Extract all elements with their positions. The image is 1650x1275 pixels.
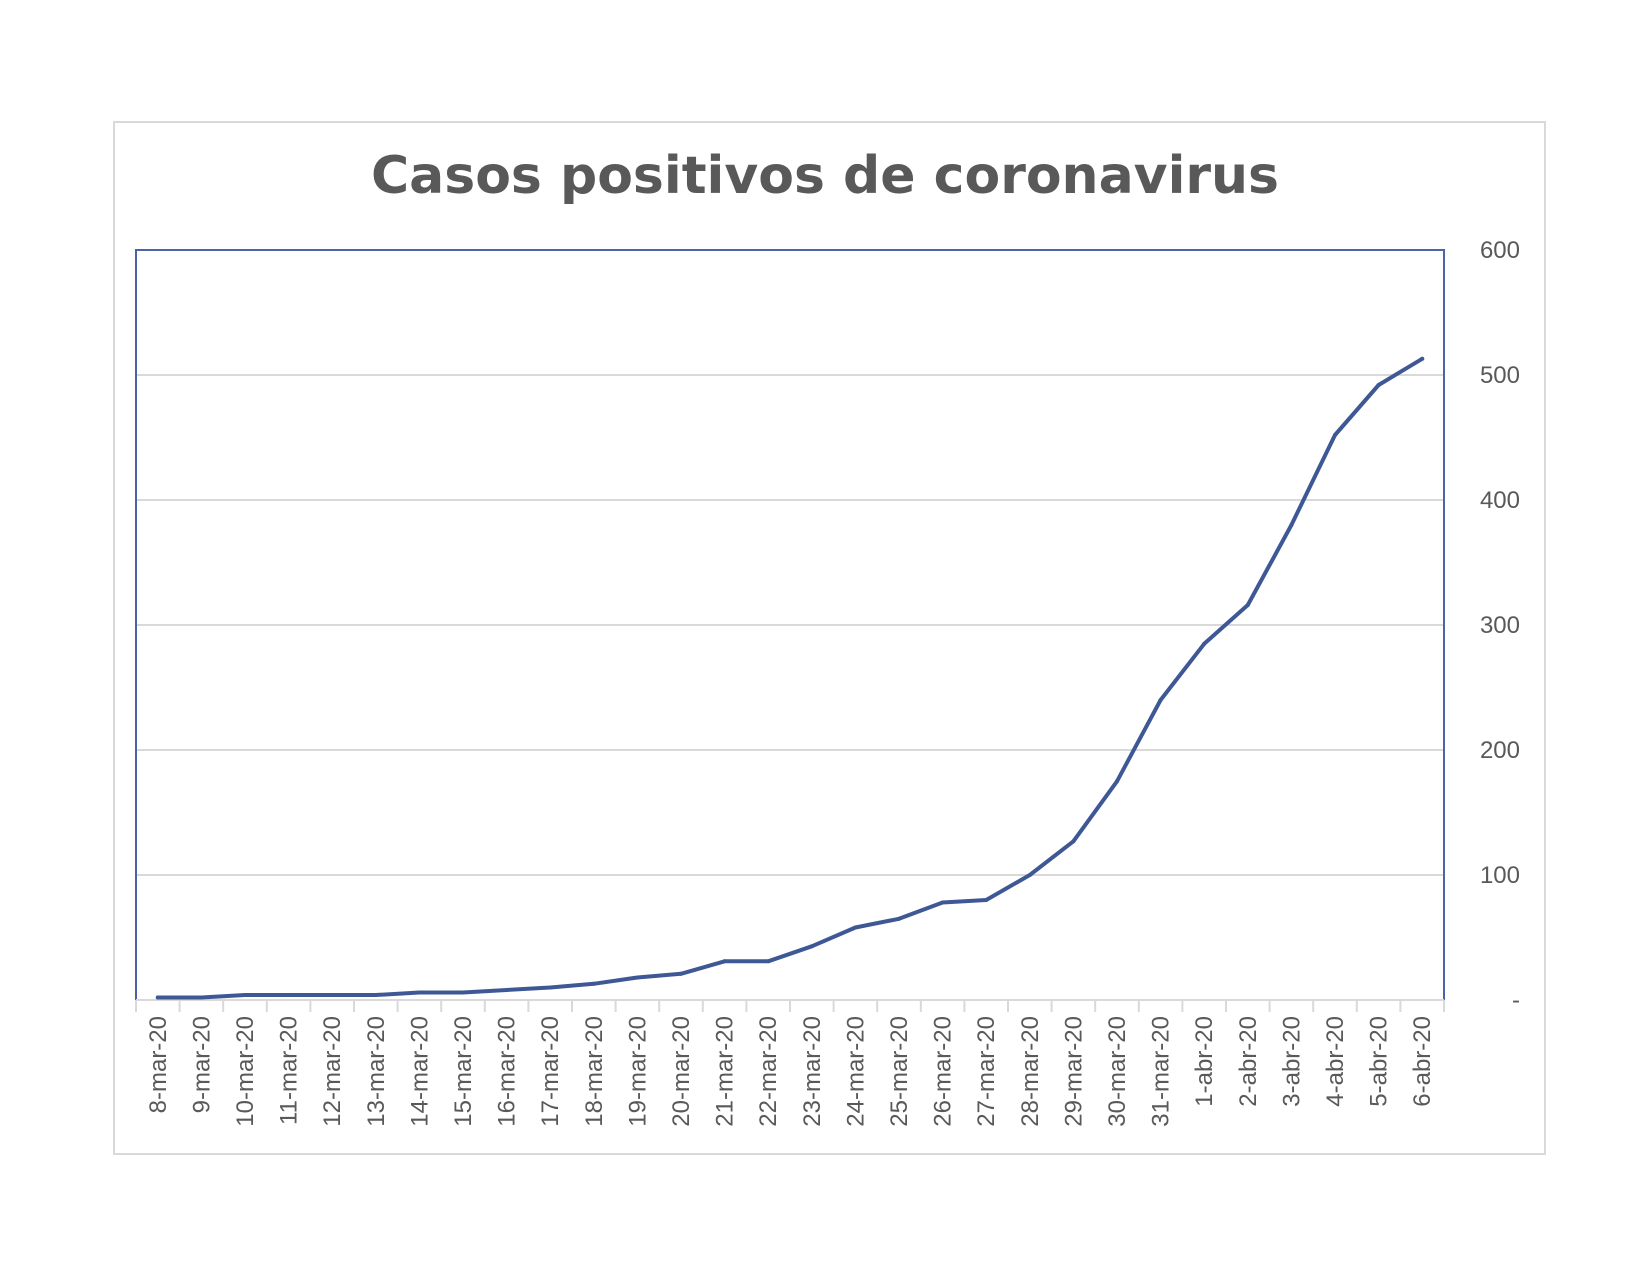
data-point [1115,779,1119,784]
data-point [155,995,160,1000]
y-tick-label: 200 [1480,737,1520,764]
data-point [940,900,945,905]
data-point [1333,433,1337,437]
data-point [1202,641,1207,646]
x-tick-label: 1-abr-20 [1191,1016,1218,1107]
y-tick-label: 400 [1480,487,1520,514]
y-tick-label: 600 [1480,237,1520,264]
x-tick-label: 22-mar-20 [755,1016,782,1127]
x-tick-label: 23-mar-20 [799,1016,826,1127]
data-point [809,944,814,949]
x-tick-label: 19-mar-20 [624,1016,651,1127]
data-point [199,995,204,1000]
data-point [330,993,335,997]
x-tick-label: 21-mar-20 [712,1016,739,1127]
x-tick-label: 6-abr-20 [1409,1016,1436,1107]
x-tick-label: 11-mar-20 [276,1016,303,1125]
x-tick-label: 4-abr-20 [1322,1016,1349,1107]
data-point [504,988,509,992]
data-point [1420,356,1425,361]
y-tick-label: 300 [1480,612,1520,639]
x-tick-label: 8-mar-20 [145,1016,172,1113]
y-axis: - 100 200 300 400 500 600 [1480,237,1520,1014]
x-tick-label: 28-mar-20 [1017,1016,1044,1127]
x-tick-label: 5-abr-20 [1366,1016,1393,1107]
x-axis: 8-mar-20 9-mar-20 10-mar-20 11-mar-20 12-mar… [135,999,1445,1127]
data-point [679,971,683,976]
data-point [722,959,727,964]
data-point [591,981,596,986]
gridlines [136,374,1444,876]
series-layer [155,356,1425,1000]
x-tick-label: 18-mar-20 [581,1016,608,1127]
data-point [635,975,640,980]
data-point [1027,873,1032,877]
x-tick-label: 9-mar-20 [188,1016,215,1113]
data-point [417,990,422,995]
x-tick-label: 12-mar-20 [319,1016,346,1127]
x-tick-label: 27-mar-20 [973,1016,1000,1127]
chart-title: Casos positivos de coronavirus [370,146,1280,206]
x-tick-label: 20-mar-20 [668,1016,695,1127]
data-point [853,925,858,930]
data-point [1245,603,1250,607]
data-point [1158,698,1163,702]
x-tick-label: 13-mar-20 [363,1016,390,1127]
data-point [243,993,247,997]
x-tick-label: 10-mar-20 [232,1016,259,1127]
x-tick-label: 31-mar-20 [1148,1016,1175,1127]
y-tick-label: 100 [1480,862,1520,889]
data-point [1376,383,1381,387]
x-tick-label: 3-abr-20 [1278,1016,1305,1107]
data-point [1071,839,1076,844]
x-tick-label: 16-mar-20 [494,1016,521,1127]
data-point [1289,523,1294,527]
data-point [766,959,771,964]
x-tick-label: 14-mar-20 [406,1016,433,1127]
x-tick-label: 30-mar-20 [1104,1016,1131,1127]
data-point [461,990,465,995]
x-tick-label: 25-mar-20 [886,1016,913,1127]
data-point [373,993,378,997]
x-tick-label: 29-mar-20 [1060,1016,1087,1127]
data-point [897,916,901,921]
x-tick-label: 2-abr-20 [1235,1016,1262,1107]
chart-frame [113,121,1546,1155]
x-tick-label: 26-mar-20 [930,1016,957,1127]
data-point [548,985,553,990]
series-line [155,356,1425,1000]
data-point [286,993,291,997]
y-tick-label: 500 [1480,362,1520,389]
x-tick-label: 17-mar-20 [537,1016,564,1127]
y-tick-label: - [1512,987,1520,1014]
data-point [984,898,989,902]
x-tick-label: 15-mar-20 [450,1016,477,1127]
x-tick-label: 24-mar-20 [842,1016,869,1127]
